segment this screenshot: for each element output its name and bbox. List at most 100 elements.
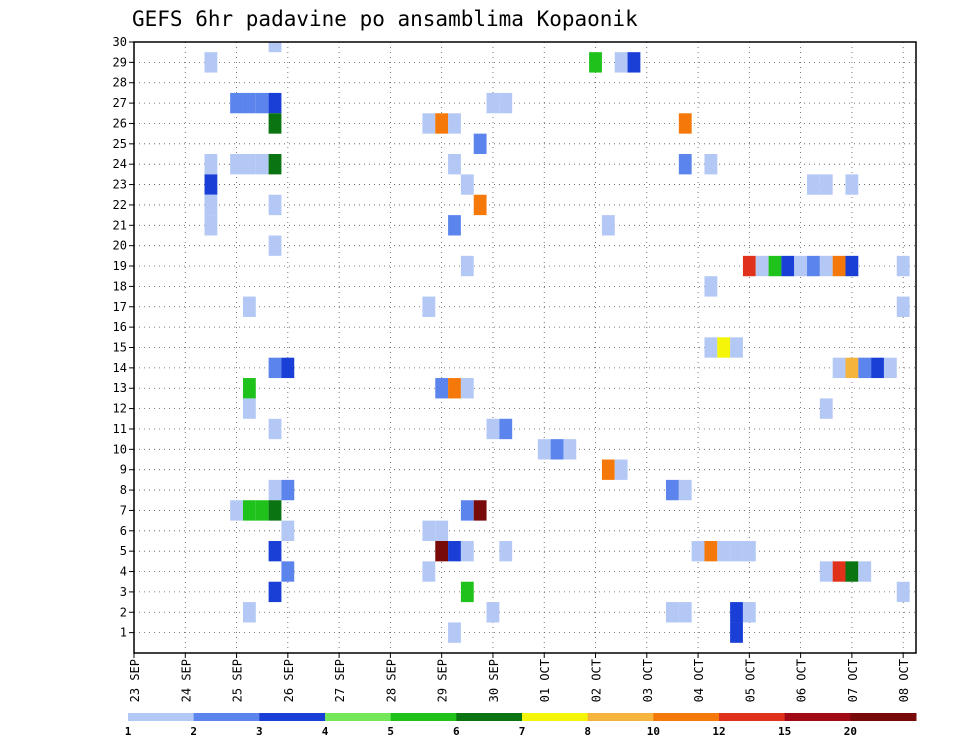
colorbar-swatch xyxy=(522,713,589,721)
data-cell xyxy=(448,540,461,562)
data-cell xyxy=(435,540,449,562)
data-cell xyxy=(204,52,218,73)
data-cell xyxy=(678,154,692,175)
y-tick-label: 23 xyxy=(113,178,127,192)
colorbar-swatch xyxy=(587,713,654,721)
y-tick-label: 9 xyxy=(120,463,127,477)
data-cell xyxy=(730,540,743,562)
y-tick-label: 13 xyxy=(113,381,127,395)
colorbar-label: 2 xyxy=(190,725,197,738)
y-tick-label: 11 xyxy=(113,422,127,436)
data-cell xyxy=(807,255,820,277)
data-cell xyxy=(845,174,859,195)
x-tick-label: 06 OCT xyxy=(795,659,809,702)
data-cell xyxy=(268,113,282,134)
data-cell xyxy=(448,622,461,643)
data-cell xyxy=(845,357,859,379)
data-cell xyxy=(730,337,743,358)
colorbar-swatch xyxy=(456,713,523,721)
data-cell xyxy=(601,459,615,480)
colorbar-swatch xyxy=(128,713,195,721)
colorbar-label: 15 xyxy=(778,725,791,738)
y-tick-label: 8 xyxy=(120,483,127,497)
data-cell xyxy=(422,296,436,317)
colorbar-label: 7 xyxy=(519,725,526,738)
x-tick-label: 30 SEP xyxy=(487,659,501,702)
data-cell xyxy=(281,561,295,582)
data-cell xyxy=(242,92,256,114)
y-tick-label: 2 xyxy=(120,605,127,619)
data-cell xyxy=(268,581,282,603)
y-tick-label: 14 xyxy=(113,361,127,375)
y-tick-label: 27 xyxy=(113,96,127,110)
data-cell xyxy=(255,92,269,114)
colorbar-label: 6 xyxy=(453,725,460,738)
data-cell xyxy=(704,154,718,175)
colorbar-label: 12 xyxy=(712,725,725,738)
data-cell xyxy=(755,255,769,277)
data-cell xyxy=(268,154,282,175)
x-tick-label: 03 OCT xyxy=(641,659,655,702)
colorbar-label: 8 xyxy=(584,725,591,738)
data-cell xyxy=(499,92,513,114)
data-cell xyxy=(422,113,436,134)
data-cell xyxy=(614,52,628,73)
y-tick-label: 19 xyxy=(113,259,127,273)
x-tick-label: 29 SEP xyxy=(436,659,450,702)
data-cell xyxy=(473,133,487,155)
data-cell xyxy=(448,113,461,134)
data-cell xyxy=(242,378,256,399)
data-cell xyxy=(460,255,474,277)
y-tick-label: 15 xyxy=(113,341,127,355)
data-cell xyxy=(230,500,243,521)
data-cell xyxy=(601,215,615,236)
data-cell xyxy=(537,439,551,460)
y-tick-label: 12 xyxy=(113,402,127,416)
data-cell xyxy=(242,154,256,175)
y-tick-label: 25 xyxy=(113,137,127,151)
data-cell xyxy=(460,174,474,195)
data-cell xyxy=(204,174,218,195)
grid-lines xyxy=(134,42,916,653)
data-cell xyxy=(255,154,269,175)
data-cell xyxy=(281,479,295,501)
y-tick-label: 4 xyxy=(120,565,127,579)
data-cell xyxy=(666,602,679,623)
data-cell xyxy=(819,174,833,195)
data-cell xyxy=(678,479,692,501)
data-cell xyxy=(832,357,846,379)
data-cell xyxy=(435,520,449,541)
data-cell xyxy=(499,540,513,562)
x-tick-label: 02 OCT xyxy=(590,659,604,702)
data-cells xyxy=(204,42,910,643)
data-cell xyxy=(486,92,500,114)
data-cell xyxy=(678,602,692,623)
data-cell xyxy=(871,357,884,379)
data-cell xyxy=(204,215,218,236)
data-cell xyxy=(473,500,487,521)
data-cell xyxy=(730,602,743,623)
colorbar-label: 5 xyxy=(387,725,394,738)
data-cell xyxy=(204,194,218,216)
colorbar-swatch xyxy=(850,713,917,721)
y-tick-label: 3 xyxy=(120,585,127,599)
data-cell xyxy=(204,154,218,175)
colorbar-swatch xyxy=(719,713,786,721)
data-cell xyxy=(268,357,282,379)
data-cell xyxy=(691,540,705,562)
x-tick-label: 07 OCT xyxy=(846,659,860,702)
data-cell xyxy=(845,255,859,277)
data-cell xyxy=(896,255,910,277)
y-tick-label: 20 xyxy=(113,239,127,253)
y-tick-label: 17 xyxy=(113,300,127,314)
y-tick-label: 29 xyxy=(113,55,127,69)
x-tick-label: 28 SEP xyxy=(384,659,398,702)
data-cell xyxy=(242,500,256,521)
data-cell xyxy=(819,398,833,419)
data-cell xyxy=(704,337,718,358)
data-cell xyxy=(768,255,782,277)
y-tick-label: 18 xyxy=(113,279,127,293)
data-cell xyxy=(845,561,859,582)
y-tick-label: 16 xyxy=(113,320,127,334)
